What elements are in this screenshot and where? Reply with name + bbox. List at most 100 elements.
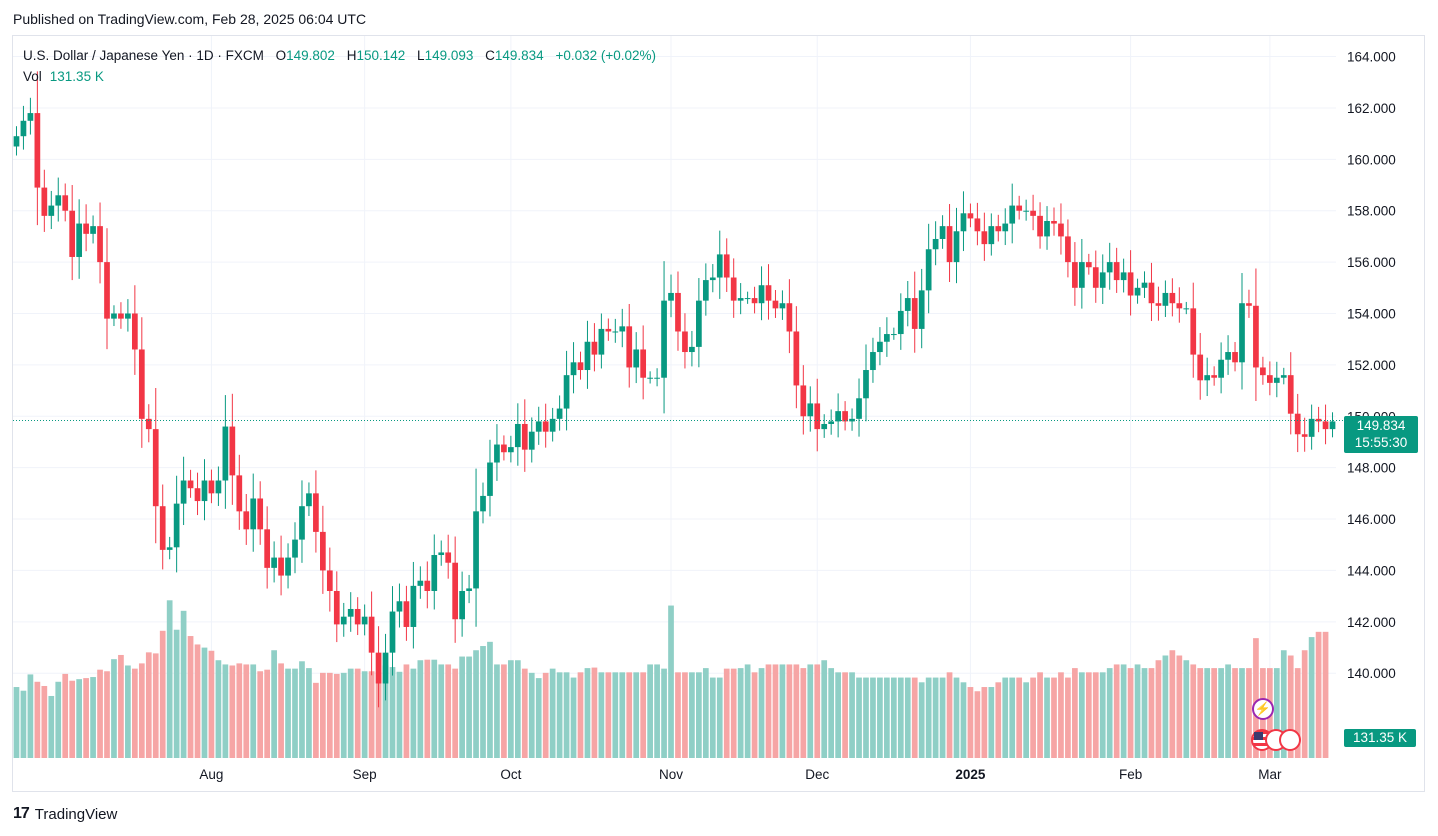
volume-bar: [974, 691, 981, 758]
x-tick-label: Feb: [1119, 767, 1142, 782]
close-value: 149.834: [494, 48, 544, 63]
candle-body: [62, 195, 69, 211]
volume-bar: [403, 664, 410, 758]
volume-bar: [1176, 655, 1183, 758]
volume-bar: [229, 665, 236, 758]
candle-body: [619, 326, 626, 332]
y-tick-label: 148.000: [1347, 461, 1396, 476]
volume-bar: [389, 667, 396, 758]
candle-body: [807, 403, 814, 417]
volume-bar: [222, 664, 229, 758]
legend: U.S. Dollar / Japanese Yen · 1D · FXCM O…: [23, 45, 656, 87]
symbol-title[interactable]: U.S. Dollar / Japanese Yen · 1D · FXCM: [23, 48, 264, 63]
candle-body: [1308, 418, 1315, 437]
volume-bar: [528, 672, 535, 758]
volume-bar: [1232, 668, 1238, 758]
volume-bar: [1051, 677, 1057, 758]
candle-body: [27, 113, 34, 121]
candle-body: [591, 341, 598, 355]
candle-body: [138, 349, 145, 419]
candle-body: [988, 226, 995, 245]
volume-bar: [1030, 677, 1036, 758]
volume-bar: [396, 671, 403, 758]
volume-bar: [591, 667, 598, 758]
candle-body: [1030, 210, 1036, 216]
volume-bar: [598, 672, 605, 758]
candle-body: [1044, 220, 1050, 237]
volume-bar: [1225, 664, 1231, 758]
volume-bar: [1106, 668, 1113, 758]
volume-bar: [69, 680, 76, 758]
candle-body: [1232, 352, 1238, 363]
last-price: 149.834: [1356, 418, 1406, 433]
candle-body: [897, 310, 904, 335]
y-tick-label: 160.000: [1347, 152, 1396, 167]
volume-bar: [1315, 631, 1322, 758]
volume-bar: [292, 668, 298, 758]
candle-body: [870, 352, 876, 371]
volume-bar: [452, 668, 459, 758]
volume-bar: [473, 650, 479, 758]
volume-bar: [459, 656, 465, 758]
volume-bar: [20, 690, 27, 758]
volume-bar: [508, 660, 514, 758]
candle-body: [1239, 303, 1245, 363]
volume-bar: [702, 668, 709, 758]
candle-body: [528, 431, 535, 450]
y-tick-label: 142.000: [1347, 615, 1396, 630]
volume-bar: [1037, 672, 1043, 758]
candle-body: [716, 254, 723, 278]
volume-bar: [1148, 668, 1155, 758]
event-flags[interactable]: [1251, 729, 1303, 751]
y-tick-label: 146.000: [1347, 512, 1396, 527]
candle-body: [452, 562, 459, 620]
candle-body: [744, 298, 751, 300]
candle-body: [1253, 305, 1259, 368]
candle-body: [654, 377, 660, 379]
candle-body: [521, 423, 528, 450]
candle-body: [1211, 375, 1217, 378]
japan-flag-icon[interactable]: [1279, 729, 1301, 751]
candle-body: [1078, 262, 1085, 288]
volume-bar: [842, 672, 848, 758]
bolt-icon[interactable]: ⚡: [1252, 698, 1274, 720]
candle-body: [320, 531, 326, 571]
candle-body: [1092, 267, 1099, 288]
candle-body: [640, 349, 647, 378]
volume-bar: [904, 677, 911, 758]
candle-body: [1204, 375, 1211, 381]
volume-bar: [368, 671, 375, 758]
volume-bar: [626, 672, 633, 758]
candle-body: [1190, 308, 1197, 355]
volume-bar: [682, 672, 688, 758]
volume-bar: [424, 659, 431, 758]
candle-body: [668, 292, 674, 301]
candle-body: [354, 608, 361, 625]
open-label: O: [275, 48, 287, 63]
volume-bar: [34, 681, 41, 758]
volume-bar: [1134, 664, 1141, 758]
volume-bar: [807, 664, 814, 758]
candle-body: [751, 298, 758, 304]
candle-body: [215, 480, 222, 494]
volume-bar: [111, 659, 117, 758]
candle-body: [166, 547, 173, 550]
volume-bar: [946, 672, 953, 758]
candle-body: [974, 218, 981, 232]
volume-bar: [410, 668, 417, 758]
volume-bar: [501, 664, 507, 758]
volume-bar: [953, 677, 960, 758]
volume-bar: [83, 678, 89, 758]
volume-bar: [863, 677, 869, 758]
footer-brand[interactable]: 17 TradingView: [13, 805, 117, 823]
volume-bar: [1183, 660, 1190, 758]
candle-body: [1023, 210, 1029, 212]
volume-bar: [320, 672, 326, 758]
volume-bar: [1162, 655, 1169, 758]
candle-body: [758, 285, 765, 304]
candle-body: [918, 290, 925, 329]
candle-body: [34, 113, 41, 188]
candle-body: [772, 300, 779, 309]
volume-bar: [313, 682, 319, 758]
